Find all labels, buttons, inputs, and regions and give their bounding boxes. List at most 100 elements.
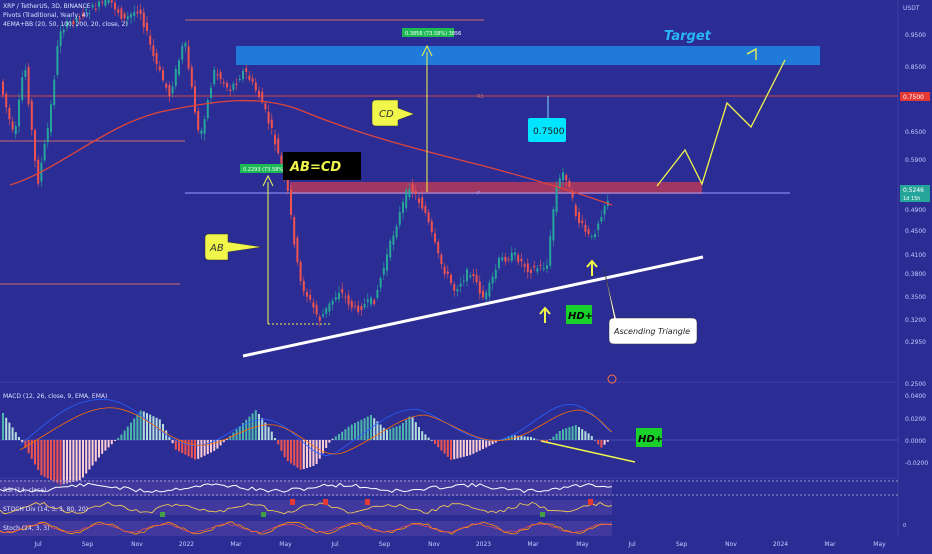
macd-bar [229,435,232,440]
symbol-legend[interactable]: XRP / TetherUS, 3D, BINANCE [3,3,91,10]
macd-bar [37,440,40,471]
ascending-support-line [242,255,704,358]
cd-arrow-head [421,44,433,57]
ab-arrow-head [262,174,274,187]
candle-body [485,292,488,300]
price-tick-label: 0.5900 [905,157,926,164]
time-tick-label: Nov [131,541,143,548]
candle-body [453,284,456,291]
pivot-level-text: 0.7500 [903,94,924,101]
candle-body [280,155,283,166]
time-axis: Jul Sep Nov 2022 Mar May Jul Sep Nov 2023 Mar May Ju… [33,541,886,548]
macd-bar [226,439,228,440]
pivot-label: R3 [477,94,484,100]
macd-tick-label: 0.0400 [905,393,926,400]
macd-bar [264,422,267,440]
candle-body [130,14,132,18]
rsi-legend[interactable]: RSI (14, close) [3,487,47,494]
candle-body [24,70,27,77]
candle-body [286,175,289,191]
macd-bar [338,434,340,440]
macd-bar [200,440,203,458]
candle-body [133,12,136,17]
macd-legend[interactable]: MACD (12, 26, close, 9, EMA, EMA) [3,393,108,400]
candle-body [88,12,91,14]
candle-body [270,119,273,129]
candle-body [149,35,152,45]
macd-bar [194,440,196,460]
macd-bar [389,428,392,440]
price-tick-label: 0.3800 [905,271,926,278]
macd-bar [27,440,30,454]
macd-bar [72,440,75,482]
candle-body [21,77,24,101]
macd-bar [40,440,43,476]
macd-bar [603,440,606,445]
macd-bar [414,422,417,440]
macd-bar [392,427,395,440]
macd-bar [75,440,78,482]
macd-bar [395,426,398,440]
candle-body [155,52,158,65]
candle-body [414,190,417,195]
macd-bar [248,416,251,440]
macd-bar [197,440,200,459]
macd-bar [334,436,337,440]
macd-bar [578,427,580,440]
candle-body [98,1,100,7]
price-tick-label: 0.2950 [905,339,926,346]
candle-body [299,261,302,282]
macd-bar [552,436,555,440]
candle-body [190,67,193,88]
candle-body [354,305,356,307]
macd-bar [219,440,222,446]
event-marker-icon[interactable] [607,374,617,384]
macd-bar [510,435,513,440]
candle-body [510,252,513,261]
macd-bar [136,414,139,440]
stoch-legend[interactable]: Stoch (14, 3, 3) [3,525,50,532]
macd-bar [254,410,257,440]
macd-bar [398,425,401,440]
candle-body [30,100,33,130]
macd-bar [126,426,129,440]
macd-bar [373,418,376,440]
pivots-legend[interactable]: Pivots (Traditional, Yearly, 4) [3,12,89,19]
candle-body [261,91,264,103]
candle-body [370,297,372,305]
ab-callout [204,233,263,261]
ema-legend[interactable]: 4EMA+BB (20, 50, 100, 200, 20, close, 2) [3,21,128,28]
macd-bar [50,440,52,480]
candle-body [114,2,116,10]
rsi-line [0,482,613,494]
macd-bar [130,422,132,440]
candle-body [226,82,228,88]
time-tick-label: Nov [725,541,737,548]
candle-body [571,191,574,198]
macd-bar [206,440,209,455]
pivot-small-label: P [477,191,480,197]
candle-body [389,240,392,258]
macd-bar [2,413,4,440]
stoch-k-line [0,521,613,535]
candle-body [475,274,478,283]
candle-body [558,178,561,189]
candle-body [382,267,385,275]
candle-body [91,4,94,8]
macd-bar [88,440,91,470]
macd-bar [504,437,507,440]
macd-bar [482,440,484,449]
macd-bar [14,432,17,440]
candle-body [184,42,187,47]
candle-body [539,264,542,266]
stoch-div-legend[interactable]: STOCH Div (14, 3, 3, 80, 20) [3,506,89,513]
candle-body [568,180,571,187]
macd-bar [597,440,600,445]
candle-body [258,90,260,98]
macd-bar [485,440,488,448]
candle-body [491,276,494,284]
candle-body [27,66,30,105]
time-tick-label: Sep [379,541,391,548]
candle-body [542,267,545,270]
